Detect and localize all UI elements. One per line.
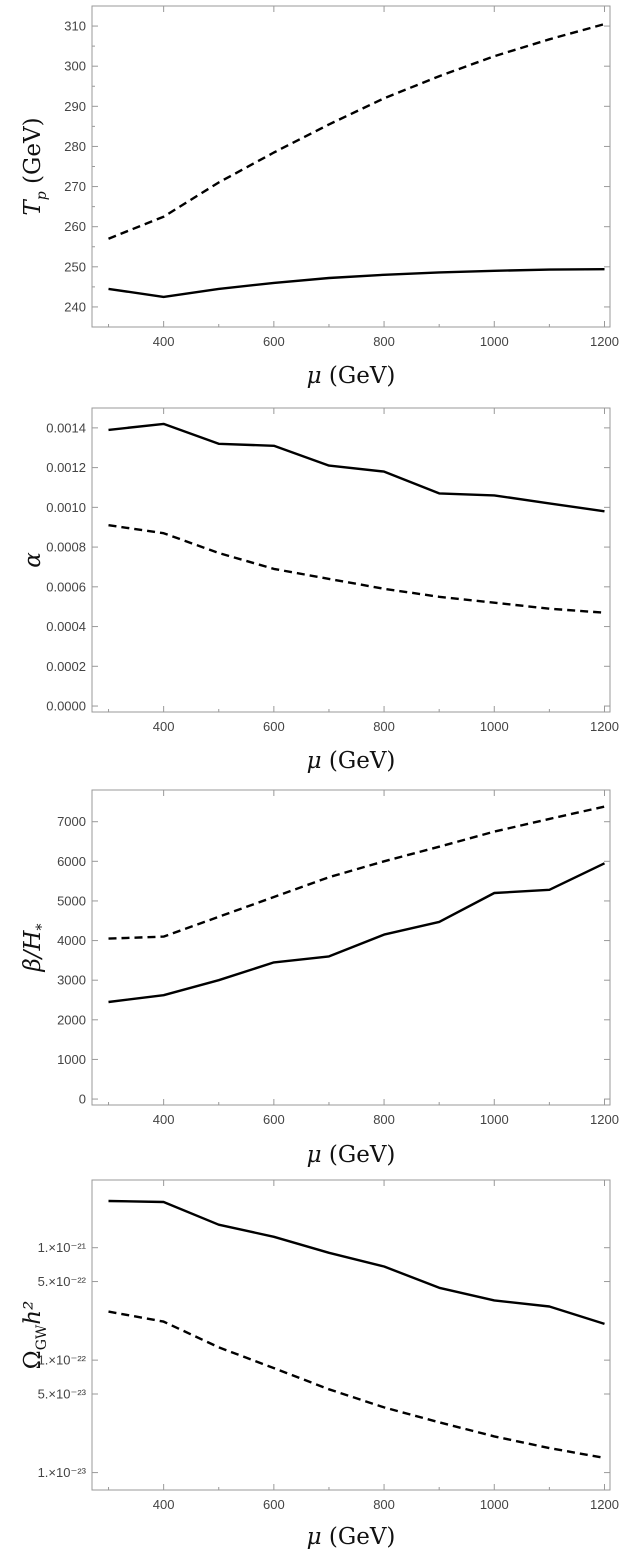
y-tick-label: 250 bbox=[64, 259, 86, 274]
y-tick-label: 1.×10⁻²³ bbox=[38, 1465, 87, 1480]
y-axis-symbol: T bbox=[20, 199, 46, 216]
x-axis-symbol: μ bbox=[307, 748, 322, 774]
y-tick-label: 310 bbox=[64, 19, 86, 34]
x-tick-label: 1000 bbox=[480, 1497, 509, 1512]
y-tick-label: 0.0004 bbox=[46, 619, 86, 634]
x-axis-unit: (GeV) bbox=[322, 1524, 396, 1550]
series-line-dashed bbox=[108, 1310, 605, 1460]
y-tick-label: 0.0006 bbox=[46, 579, 86, 594]
series-line-solid bbox=[108, 268, 605, 299]
x-tick-label: 400 bbox=[153, 719, 175, 734]
y-axis-title: ΩGWh² bbox=[20, 1301, 50, 1370]
x-tick-label: 600 bbox=[263, 719, 285, 734]
y-axis-subscript: GW bbox=[34, 1324, 50, 1350]
chart-panel-4: 400 600 800 1000 1200 1.×10⁻²¹ 5.×10⁻²² 1.×10⁻²… bbox=[20, 1179, 619, 1550]
y-tick-label: 5.×10⁻²² bbox=[38, 1274, 87, 1289]
x-axis-title: μ (GeV) bbox=[307, 363, 396, 389]
y-tick-label: 300 bbox=[64, 59, 86, 74]
y-tick-label: 6000 bbox=[57, 854, 86, 869]
chart-panel-1: 400 600 800 1000 1200 240 250 260 270 280 290 300 31… bbox=[20, 5, 619, 389]
x-tick-label: 400 bbox=[153, 1497, 175, 1512]
y-axis-symbol: α bbox=[20, 552, 46, 568]
x-tick-label: 1200 bbox=[590, 1497, 619, 1512]
x-axis-symbol: μ bbox=[307, 363, 322, 389]
y-tick-label: 1.×10⁻²¹ bbox=[38, 1240, 87, 1255]
series-line-solid bbox=[108, 862, 606, 1004]
x-axis-unit: (GeV) bbox=[322, 1142, 396, 1168]
y-axis-unit: (GeV) bbox=[20, 117, 46, 191]
y-tick-label: 0.0008 bbox=[46, 540, 86, 555]
x-tick-label: 600 bbox=[263, 1112, 285, 1127]
plot-frame bbox=[91, 5, 611, 328]
series-line-solid bbox=[108, 1199, 605, 1326]
x-axis-title: μ (GeV) bbox=[307, 1524, 396, 1550]
series-line-dashed bbox=[108, 524, 605, 614]
x-axis-title: μ (GeV) bbox=[307, 1142, 396, 1168]
x-tick-label: 400 bbox=[153, 1112, 175, 1127]
y-tick-label: 7000 bbox=[57, 814, 86, 829]
y-tick-label: 0.0012 bbox=[46, 460, 86, 475]
y-tick-label: 0.0000 bbox=[46, 699, 86, 714]
y-axis-title: β/H* bbox=[20, 923, 50, 972]
x-axis-title: μ (GeV) bbox=[307, 748, 396, 774]
y-tick-label: 1000 bbox=[57, 1052, 86, 1067]
y-tick-label: 270 bbox=[64, 179, 86, 194]
y-tick-label: 0.0002 bbox=[46, 659, 86, 674]
y-axis-title: Tp (GeV) bbox=[20, 117, 50, 215]
y-tick-label: 2000 bbox=[57, 1012, 86, 1027]
y-tick-label: 5000 bbox=[57, 893, 86, 908]
y-tick-label: 1.×10⁻²² bbox=[38, 1353, 87, 1368]
x-tick-label: 1000 bbox=[480, 334, 509, 349]
y-tick-label: 3000 bbox=[57, 973, 86, 988]
y-tick-label: 290 bbox=[64, 99, 86, 114]
x-tick-label: 1000 bbox=[480, 1112, 509, 1127]
series-line-dashed bbox=[108, 805, 605, 940]
x-tick-label: 1200 bbox=[590, 719, 619, 734]
chart-panel-2: 400 600 800 1000 1200 0.0000 0.0002 0.0004 0.000… bbox=[20, 407, 619, 774]
x-tick-label: 1200 bbox=[590, 334, 619, 349]
y-axis-subscript: p bbox=[34, 191, 50, 200]
y-tick-label: 0 bbox=[79, 1092, 86, 1107]
x-axis-unit: (GeV) bbox=[322, 363, 396, 389]
x-tick-label: 800 bbox=[373, 719, 395, 734]
x-tick-label: 1200 bbox=[590, 1112, 619, 1127]
y-tick-label: 260 bbox=[64, 219, 86, 234]
y-axis-unit: h² bbox=[20, 1301, 46, 1325]
x-axis-symbol: μ bbox=[307, 1142, 322, 1168]
y-axis-subscript: * bbox=[34, 923, 50, 930]
chart-panel-3: 400 600 800 1000 1200 0 1000 2000 3000 4000 5000 60… bbox=[20, 789, 619, 1168]
series-line-solid bbox=[108, 422, 605, 513]
y-tick-label: 4000 bbox=[57, 933, 86, 948]
plot-frame bbox=[91, 789, 611, 1106]
x-tick-label: 800 bbox=[373, 1497, 395, 1512]
y-tick-label: 0.0010 bbox=[46, 500, 86, 515]
y-axis-symbol: Ω bbox=[20, 1350, 46, 1369]
y-tick-label: 280 bbox=[64, 139, 86, 154]
y-axis-symbol: β/H bbox=[20, 930, 46, 973]
y-tick-label: 5.×10⁻²³ bbox=[38, 1386, 87, 1401]
x-axis-symbol: μ bbox=[307, 1524, 322, 1550]
series-line-dashed bbox=[108, 22, 605, 240]
x-tick-label: 600 bbox=[263, 334, 285, 349]
x-axis-unit: (GeV) bbox=[322, 748, 396, 774]
x-tick-label: 800 bbox=[373, 1112, 395, 1127]
x-tick-label: 400 bbox=[153, 334, 175, 349]
x-tick-label: 600 bbox=[263, 1497, 285, 1512]
plot-frame bbox=[91, 1179, 611, 1491]
y-axis-title: α bbox=[20, 552, 46, 568]
x-tick-label: 1000 bbox=[480, 719, 509, 734]
y-tick-label: 240 bbox=[64, 299, 86, 314]
y-tick-label: 0.0014 bbox=[46, 420, 86, 435]
x-tick-label: 800 bbox=[373, 334, 395, 349]
plot-frame bbox=[91, 407, 611, 713]
